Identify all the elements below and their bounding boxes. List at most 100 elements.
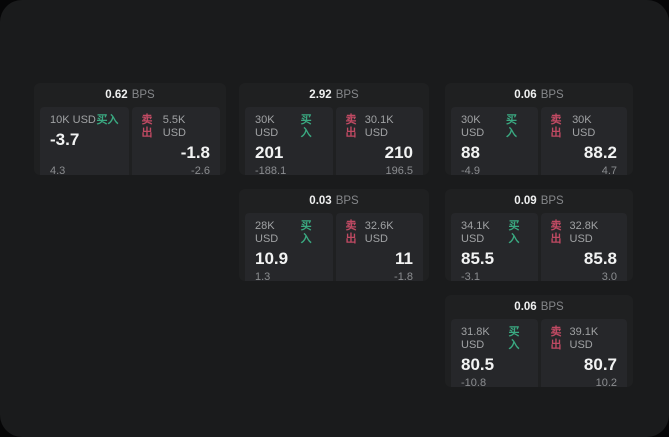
sell-tile[interactable]: 卖出 32.6K USD 11 -1.8 <box>335 213 423 281</box>
buy-side-label: 买入 <box>508 326 520 351</box>
buy-price-value: 88 <box>461 143 480 162</box>
sell-tile[interactable]: 卖出 30.1K USD 210 196.5 <box>335 107 423 175</box>
buy-side-label: 买入 <box>300 114 312 139</box>
quote-column-1: 0.62 BPS 10K USD 买入 -3.7 4.3 卖出 5.5K USD <box>34 83 226 175</box>
quote-card: 0.62 BPS 10K USD 买入 -3.7 4.3 卖出 5.5K USD <box>34 83 226 175</box>
sell-price-value: 11 <box>395 249 413 268</box>
bps-value: 2.92 <box>309 89 332 101</box>
quote-card-body: 10K USD 买入 -3.7 4.3 卖出 5.5K USD -1.8 -2.… <box>34 107 226 175</box>
quote-card-body: 28K USD 买入 10.9 1.3 卖出 32.6K USD 11 -1.8 <box>239 213 429 281</box>
buy-amount-label: 31.8K USD <box>461 326 490 351</box>
sell-tile[interactable]: 卖出 32.8K USD 85.8 3.0 <box>540 213 627 281</box>
sell-side-label: 卖出 <box>550 326 562 351</box>
buy-side-label: 买入 <box>508 220 520 245</box>
sell-tile[interactable]: 卖出 30K USD 88.2 4.7 <box>540 107 627 175</box>
sell-sub-value: 10.2 <box>595 377 617 387</box>
sell-side-label: 卖出 <box>550 220 562 245</box>
buy-tile-top: 30K USD 买入 <box>255 114 323 140</box>
buy-amount-label: 28K USD <box>255 220 279 245</box>
sell-amount-label: 5.5K USD <box>162 114 186 139</box>
buy-amount-label: 10K USD <box>50 114 96 126</box>
buy-tile[interactable]: 30K USD 买入 201 -188.1 <box>245 107 333 175</box>
bps-value: 0.06 <box>514 89 537 101</box>
bps-header: 0.06 BPS <box>445 295 633 319</box>
sell-tile-top: 卖出 32.6K USD <box>346 220 414 246</box>
quote-card: 0.06 BPS 30K USD 买入 88 -4.9 卖出 30K USD <box>445 83 633 175</box>
bps-value: 0.09 <box>514 195 537 207</box>
sell-side-label: 卖出 <box>345 220 357 245</box>
sell-tile-top: 卖出 39.1K USD <box>551 326 618 352</box>
sell-price-value: 85.8 <box>583 249 617 268</box>
buy-tile-top: 10K USD 买入 <box>50 114 119 127</box>
sell-sub-value: 3.0 <box>601 271 617 281</box>
buy-tile-top: 34.1K USD 买入 <box>461 220 528 246</box>
bps-value: 0.62 <box>105 89 128 101</box>
quote-card-body: 30K USD 买入 88 -4.9 卖出 30K USD 88.2 4.7 <box>445 107 633 175</box>
buy-side-label: 买入 <box>505 114 517 139</box>
buy-tile[interactable]: 31.8K USD 买入 80.5 -10.8 <box>451 319 538 387</box>
bps-value: 0.03 <box>309 195 332 207</box>
quote-card: 2.92 BPS 30K USD 买入 201 -188.1 卖出 30.1K … <box>239 83 429 175</box>
quote-column-2: 2.92 BPS 30K USD 买入 201 -188.1 卖出 30.1K … <box>239 83 429 281</box>
sell-price-value: 80.7 <box>583 355 617 374</box>
buy-price-value: 85.5 <box>461 249 495 268</box>
buy-price-value: 80.5 <box>461 355 495 374</box>
buy-sub-value: -3.1 <box>461 271 480 281</box>
quote-column-3: 0.06 BPS 30K USD 买入 88 -4.9 卖出 30K USD <box>445 83 633 387</box>
bps-unit: BPS <box>335 89 359 101</box>
bps-unit: BPS <box>540 301 564 313</box>
buy-side-label: 买入 <box>96 114 119 126</box>
bps-header: 0.03 BPS <box>239 189 429 213</box>
bps-header: 2.92 BPS <box>239 83 429 107</box>
sell-sub-value: -1.8 <box>394 271 413 281</box>
sell-amount-label: 32.6K USD <box>364 220 394 245</box>
sell-price-value: 210 <box>384 143 413 162</box>
buy-tile-top: 31.8K USD 买入 <box>461 326 528 352</box>
quote-card: 0.09 BPS 34.1K USD 买入 85.5 -3.1 卖出 32.8K… <box>445 189 633 281</box>
buy-amount-label: 30K USD <box>461 114 485 139</box>
quote-card: 0.03 BPS 28K USD 买入 10.9 1.3 卖出 32.6K US… <box>239 189 429 281</box>
buy-sub-value: -188.1 <box>255 165 287 175</box>
sell-amount-label: 32.8K USD <box>569 220 599 245</box>
buy-tile[interactable]: 34.1K USD 买入 85.5 -3.1 <box>451 213 538 281</box>
sell-amount-label: 39.1K USD <box>569 326 599 351</box>
sell-side-label: 卖出 <box>141 114 153 139</box>
buy-amount-label: 30K USD <box>255 114 279 139</box>
sell-amount-label: 30.1K USD <box>364 114 394 139</box>
buy-tile[interactable]: 10K USD 买入 -3.7 4.3 <box>40 107 129 175</box>
sell-sub-value: 4.7 <box>601 165 617 175</box>
bps-unit: BPS <box>335 195 359 207</box>
buy-tile[interactable]: 30K USD 买入 88 -4.9 <box>451 107 538 175</box>
buy-price-value: -3.7 <box>50 130 80 149</box>
buy-amount-label: 34.1K USD <box>461 220 490 245</box>
quote-card-body: 31.8K USD 买入 80.5 -10.8 卖出 39.1K USD 80.… <box>445 319 633 387</box>
buy-price-value: 10.9 <box>255 249 289 268</box>
buy-tile-top: 28K USD 买入 <box>255 220 323 246</box>
sell-side-label: 卖出 <box>345 114 357 139</box>
sell-side-label: 卖出 <box>550 114 562 139</box>
sell-amount-label: 30K USD <box>572 114 596 139</box>
sell-tile[interactable]: 卖出 5.5K USD -1.8 -2.6 <box>131 107 220 175</box>
buy-sub-value: -4.9 <box>461 165 480 175</box>
quote-card-body: 30K USD 买入 201 -188.1 卖出 30.1K USD 210 1… <box>239 107 429 175</box>
sell-tile-top: 卖出 5.5K USD <box>142 114 211 140</box>
buy-sub-value: 1.3 <box>255 271 271 281</box>
buy-tile-top: 30K USD 买入 <box>461 114 528 140</box>
sell-sub-value: 196.5 <box>385 165 413 175</box>
sell-sub-value: -2.6 <box>191 165 210 175</box>
sell-tile-top: 卖出 30K USD <box>551 114 618 140</box>
sell-tile-top: 卖出 32.8K USD <box>551 220 618 246</box>
bps-unit: BPS <box>540 89 564 101</box>
quote-card-body: 34.1K USD 买入 85.5 -3.1 卖出 32.8K USD 85.8… <box>445 213 633 281</box>
bps-unit: BPS <box>131 89 155 101</box>
sell-price-value: -1.8 <box>180 143 210 162</box>
sell-tile-top: 卖出 30.1K USD <box>346 114 414 140</box>
bps-unit: BPS <box>540 195 564 207</box>
buy-tile[interactable]: 28K USD 买入 10.9 1.3 <box>245 213 333 281</box>
sell-price-value: 88.2 <box>583 143 617 162</box>
bps-header: 0.09 BPS <box>445 189 633 213</box>
sell-tile[interactable]: 卖出 39.1K USD 80.7 10.2 <box>540 319 627 387</box>
buy-price-value: 201 <box>255 143 284 162</box>
bps-header: 0.06 BPS <box>445 83 633 107</box>
